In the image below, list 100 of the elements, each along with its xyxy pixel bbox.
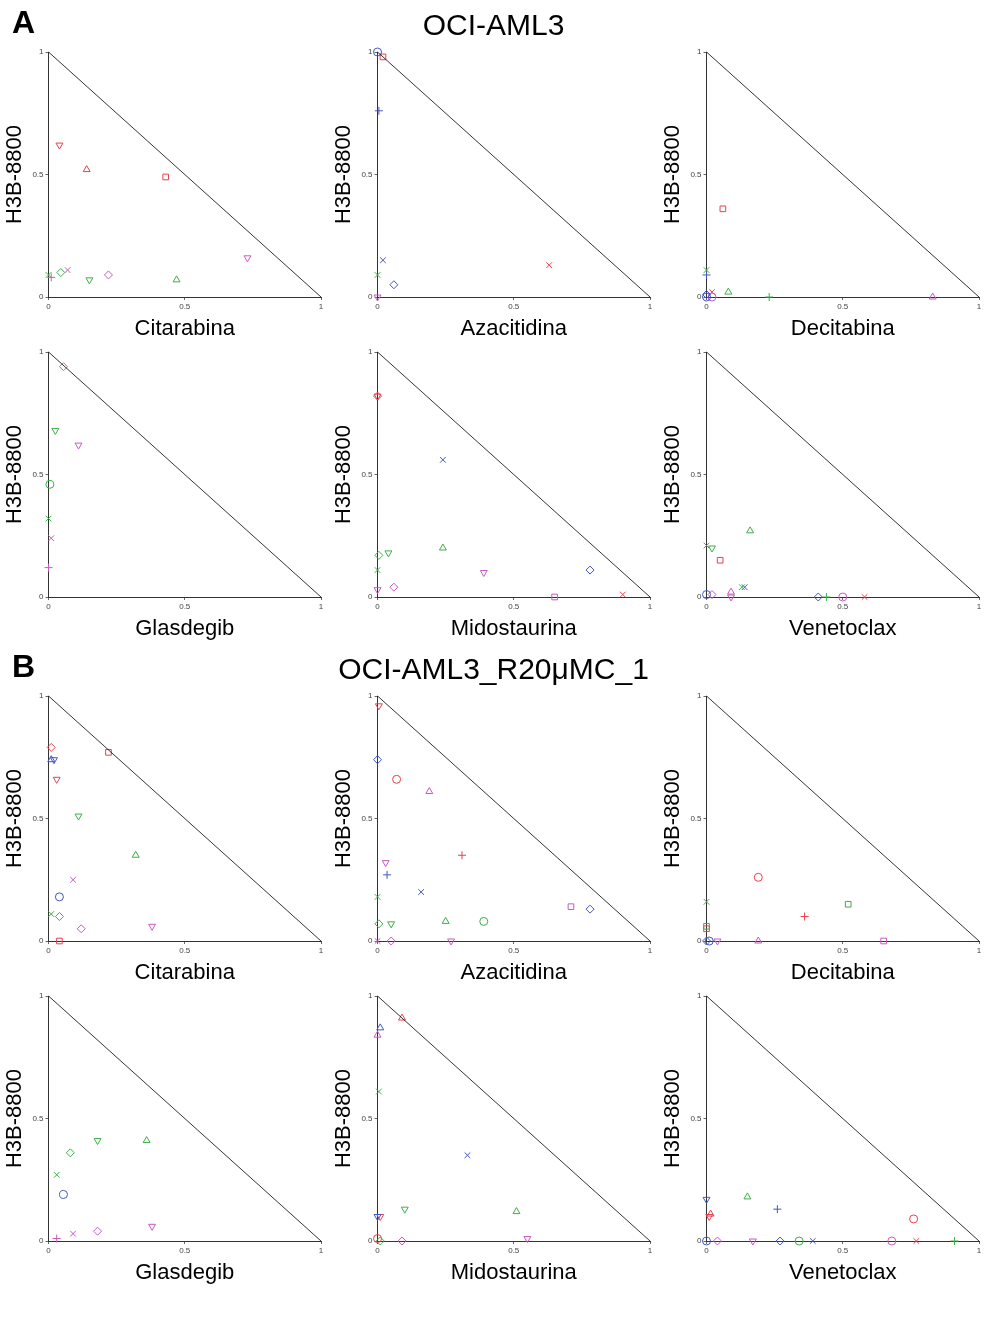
text: B — [12, 648, 36, 685]
point — [719, 205, 727, 213]
x-axis-title: Glasdegib — [135, 1258, 235, 1284]
point — [913, 1237, 920, 1245]
point — [619, 591, 627, 598]
point — [243, 255, 252, 263]
point — [374, 106, 384, 116]
x-tick-label: 0 — [704, 602, 710, 611]
point — [46, 742, 56, 752]
point — [65, 1148, 75, 1158]
y-tick-label: 0.5 — [690, 169, 703, 179]
point — [464, 1151, 471, 1159]
y-tick-label: 0.5 — [361, 169, 374, 179]
point — [379, 53, 387, 61]
point — [727, 594, 736, 602]
point — [374, 703, 383, 711]
y-axis-title: H3B-8800 — [330, 768, 356, 869]
y-axis-title: H3B-8800 — [330, 424, 356, 525]
point — [148, 923, 157, 931]
y-axis-title: H3B-8800 — [659, 768, 685, 869]
y-tick-label: 0.5 — [690, 813, 703, 823]
y-tick-label: 0.5 — [32, 813, 45, 823]
point — [105, 749, 112, 756]
point — [93, 1226, 103, 1236]
y-axis-title: H3B-8800 — [1, 424, 27, 525]
x-tick-label: 1 — [976, 946, 982, 955]
point — [746, 526, 755, 534]
chart-title: OCI-AML3_R20μMC_1 — [337, 652, 650, 686]
x-tick-label: 0 — [704, 302, 710, 311]
y-tick-label: 1 — [368, 47, 374, 57]
y-tick-label: 0 — [39, 592, 45, 602]
x-tick-label: 0.5 — [837, 302, 849, 311]
point — [707, 292, 717, 302]
point — [821, 592, 831, 602]
point — [373, 587, 382, 595]
point — [373, 1030, 382, 1038]
y-axis-title: H3B-8800 — [659, 124, 685, 225]
point — [50, 757, 58, 765]
point — [46, 272, 56, 282]
point — [928, 292, 937, 300]
point — [52, 1234, 62, 1244]
point — [373, 755, 383, 765]
point — [373, 47, 383, 57]
point — [51, 427, 60, 435]
x-tick-label: 1 — [647, 1246, 653, 1255]
y-tick-label: 0 — [697, 936, 703, 946]
point — [712, 1236, 722, 1246]
point — [142, 1136, 151, 1144]
y-axis-title: H3B-8800 — [1, 768, 27, 869]
point — [479, 570, 488, 577]
y-tick-label: 0 — [39, 1236, 45, 1246]
point — [772, 1204, 782, 1214]
y-tick-label: 0.5 — [361, 1113, 374, 1123]
point — [85, 277, 94, 285]
point — [374, 937, 381, 945]
point — [713, 938, 722, 946]
x-tick-label: 1 — [976, 602, 982, 611]
y-tick-label: 1 — [39, 991, 45, 1001]
point — [56, 268, 66, 277]
point — [374, 919, 384, 929]
point — [457, 850, 467, 860]
x-tick-label: 0.5 — [508, 1246, 520, 1255]
point — [585, 904, 595, 914]
point — [743, 1192, 752, 1200]
x-tick-label: 0 — [375, 946, 381, 955]
point — [716, 556, 724, 564]
point — [148, 1223, 157, 1231]
point — [949, 1236, 959, 1246]
y-tick-label: 1 — [697, 347, 703, 357]
y-tick-label: 0 — [697, 1236, 703, 1246]
point — [880, 937, 887, 945]
x-tick-label: 0 — [704, 1246, 710, 1255]
x-axis-title: Glasdegib — [135, 614, 235, 640]
point — [909, 1214, 919, 1224]
y-tick-label: 0.5 — [32, 169, 45, 179]
y-tick-label: 0 — [368, 292, 374, 302]
point — [389, 582, 399, 592]
y-tick-label: 0 — [368, 936, 374, 946]
point — [131, 850, 140, 858]
point — [523, 1236, 532, 1244]
x-tick-label: 1 — [647, 302, 653, 311]
point — [438, 543, 447, 551]
point — [727, 587, 736, 595]
point — [74, 442, 83, 450]
y-axis-title: H3B-8800 — [330, 1068, 356, 1169]
x-tick-label: 0.5 — [837, 1246, 849, 1255]
point — [479, 916, 489, 926]
text: A — [12, 4, 36, 41]
point — [724, 287, 733, 295]
point — [706, 1209, 715, 1217]
point — [162, 173, 170, 181]
y-axis-title: H3B-8800 — [659, 424, 685, 525]
point — [748, 1238, 757, 1246]
x-tick-label: 0.5 — [508, 602, 520, 611]
point — [447, 938, 456, 946]
point — [379, 256, 387, 264]
point — [754, 936, 763, 944]
point — [838, 592, 848, 602]
point — [764, 292, 774, 302]
x-tick-label: 0 — [375, 602, 381, 611]
